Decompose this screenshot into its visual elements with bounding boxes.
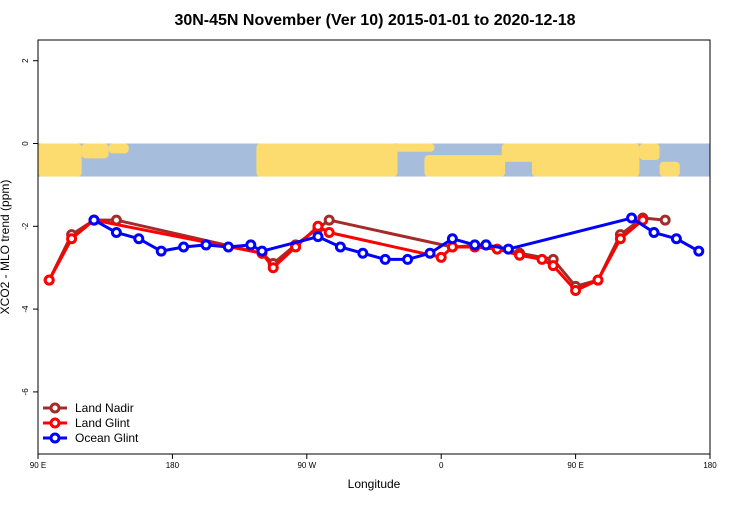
data-point <box>502 243 514 255</box>
data-point <box>312 220 324 232</box>
data-point <box>267 262 279 274</box>
data-point <box>659 214 671 226</box>
data-point <box>547 260 559 272</box>
land-mass <box>659 161 680 177</box>
x-tick-label: 0 <box>439 461 444 470</box>
data-point <box>693 245 705 257</box>
y-tick-label: -2 <box>21 222 30 230</box>
series-layer <box>43 212 705 296</box>
data-point <box>480 239 492 251</box>
data-point <box>514 249 526 261</box>
land-mass <box>38 143 82 177</box>
x-axis: 90 E 180 90 W 0 90 E 180 <box>30 454 717 470</box>
data-point <box>323 214 335 226</box>
land-mass <box>108 143 129 154</box>
land-mass <box>394 143 435 152</box>
data-point <box>256 245 268 257</box>
y-tick-label: -4 <box>21 305 30 313</box>
land-mass <box>256 143 398 177</box>
y-tick-label: 0 <box>21 141 30 146</box>
data-point <box>424 247 436 259</box>
data-point <box>626 212 638 224</box>
data-point <box>245 239 257 251</box>
y-axis-label: XCO2 - MLO trend (ppm) <box>0 180 12 315</box>
plot-frame <box>37 39 711 455</box>
y-tick-label: -6 <box>21 388 30 396</box>
x-tick-label: 90 E <box>567 461 583 470</box>
legend-marker <box>49 417 61 429</box>
legend-label: Land Glint <box>75 416 130 430</box>
x-tick-label: 90 E <box>30 461 46 470</box>
data-point <box>66 233 78 245</box>
data-point <box>178 241 190 253</box>
data-point <box>592 274 604 286</box>
data-point <box>43 274 55 286</box>
data-point <box>357 247 369 259</box>
data-point <box>312 231 324 243</box>
data-point <box>88 214 100 226</box>
data-point <box>536 253 548 265</box>
land-mass <box>424 155 506 177</box>
data-point <box>446 233 458 245</box>
world-map-band <box>38 143 710 177</box>
legend-label: Land Nadir <box>75 401 134 415</box>
x-tick-label: 180 <box>703 461 717 470</box>
data-point <box>402 253 414 265</box>
legend-marker <box>49 402 61 414</box>
x-tick-label: 180 <box>166 461 180 470</box>
x-tick-label: 90 W <box>297 461 316 470</box>
data-point <box>222 241 234 253</box>
legend-marker <box>49 432 61 444</box>
data-point <box>133 233 145 245</box>
data-point <box>110 227 122 239</box>
data-point <box>435 251 447 263</box>
land-mass <box>639 143 660 161</box>
legend-label: Ocean Glint <box>75 431 139 445</box>
land-mass <box>81 143 109 159</box>
chart-title: 30N-45N November (Ver 10) 2015-01-01 to … <box>174 12 575 29</box>
y-tick-label: 2 <box>21 58 30 63</box>
x-axis-label: Longitude <box>348 477 401 491</box>
data-point <box>323 227 335 239</box>
land-mass <box>531 143 640 177</box>
data-point <box>334 241 346 253</box>
data-point <box>200 239 212 251</box>
series-ocean-glint <box>88 212 705 265</box>
data-point <box>648 227 660 239</box>
data-point <box>379 253 391 265</box>
data-point <box>670 233 682 245</box>
data-point <box>614 233 626 245</box>
y-axis: 2 0 -2 -4 -6 <box>21 58 38 396</box>
data-point <box>570 284 582 296</box>
data-point <box>155 245 167 257</box>
data-point <box>469 239 481 251</box>
